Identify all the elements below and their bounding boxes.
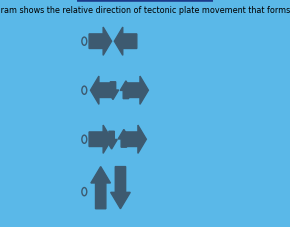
Polygon shape bbox=[126, 77, 148, 105]
Polygon shape bbox=[107, 82, 119, 100]
Polygon shape bbox=[124, 126, 146, 154]
Polygon shape bbox=[90, 77, 113, 105]
Polygon shape bbox=[106, 132, 117, 149]
Polygon shape bbox=[110, 167, 130, 209]
Polygon shape bbox=[120, 81, 132, 99]
Polygon shape bbox=[114, 28, 137, 56]
Polygon shape bbox=[91, 167, 110, 209]
Polygon shape bbox=[89, 126, 112, 154]
Polygon shape bbox=[89, 28, 112, 56]
Text: Which diagram shows the relative direction of tectonic plate movement that forms: Which diagram shows the relative directi… bbox=[0, 6, 290, 15]
Polygon shape bbox=[118, 130, 130, 148]
